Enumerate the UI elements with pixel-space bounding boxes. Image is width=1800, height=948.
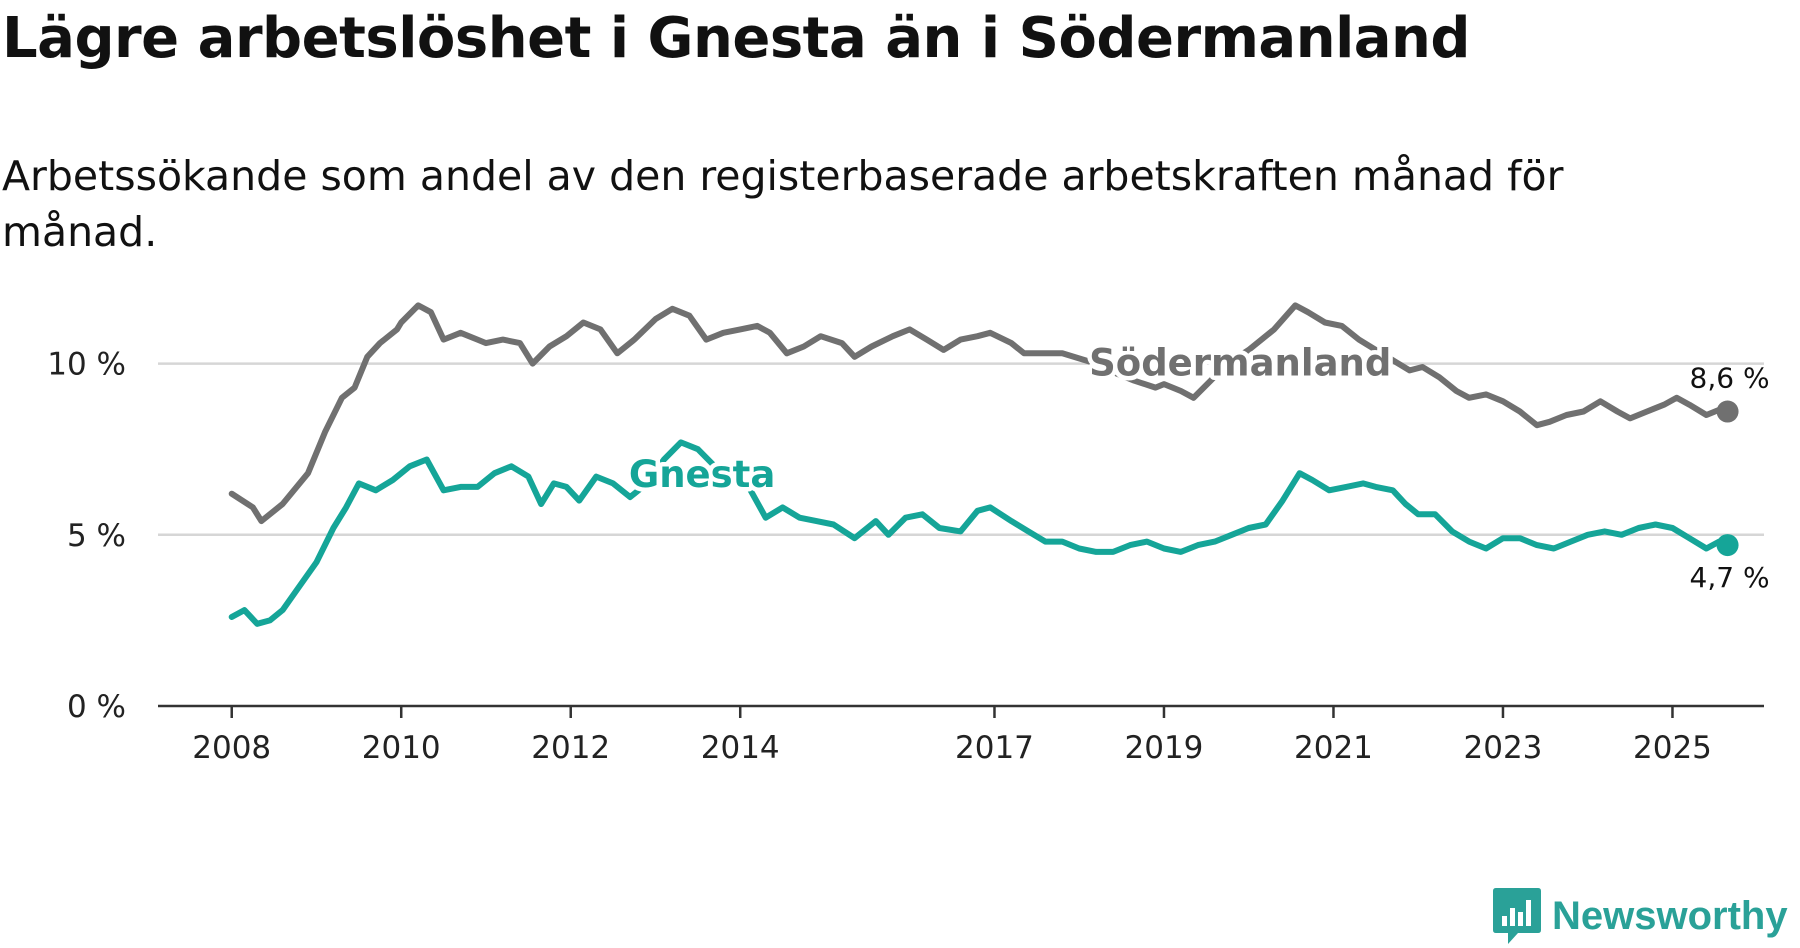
newsworthy-bar-chart-icon [1493,888,1541,944]
x-tick-label: 2021 [1294,730,1373,766]
series-label-gnesta: Gnesta [629,453,775,496]
axes: 0 % 5 % 10 % 2008 2010 2012 2014 2017 2019 2021 20… [47,347,1764,766]
x-tick-label: 2017 [955,730,1034,766]
end-label-sodermanland: 8,6 % [1690,362,1770,395]
newsworthy-logo: Newsworthy [1492,886,1788,946]
series-lines [228,302,1739,627]
series-label-sodermanland: Södermanland [1089,342,1391,385]
logo-text: Newsworthy [1552,893,1788,938]
end-point-sodermanland [1716,400,1739,423]
y-tick-label: 10 % [47,347,126,383]
x-tick-label: 2008 [192,730,271,766]
chart-subtitle: Arbetssökande som andel av den registerb… [2,152,1564,256]
x-tick-label: 2012 [531,730,610,766]
x-tick-label: 2025 [1633,730,1712,766]
x-tick-label: 2010 [362,730,441,766]
y-tick-label: 0 % [67,689,126,725]
end-label-gnesta: 4,7 % [1690,561,1770,594]
x-tick-label: 2023 [1464,730,1543,766]
series-line-sodermanland [228,302,1731,525]
x-tick-label: 2014 [701,730,780,766]
end-point-gnesta [1716,534,1739,557]
grid-lines [158,362,1764,537]
y-tick-label: 5 % [67,518,126,554]
series-line-gnesta [228,439,1731,627]
chart-title: Lägre arbetslöshet i Gnesta än i Söderma… [2,6,1471,71]
x-tick-label: 2019 [1125,730,1204,766]
series-labels: 8,6 % 4,7 % Södermanland Gnesta [624,337,1770,594]
